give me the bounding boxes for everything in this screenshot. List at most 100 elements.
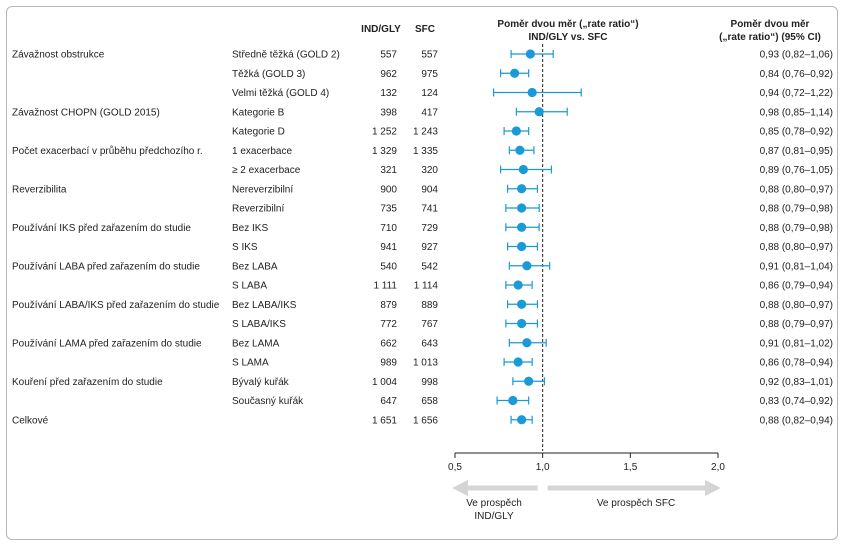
n-sfc: 729 (421, 223, 438, 234)
estimate-point (517, 203, 527, 213)
subgroup-label: Bez IKS (232, 223, 268, 234)
forest-row: Reverzibilní 735 741 0,88 (0,79–0,98) (232, 203, 833, 215)
arrow-left-label-2: IND/GLY (474, 511, 514, 522)
estimate-point (517, 318, 527, 329)
n-ind-gly: 1 651 (372, 415, 397, 426)
estimate-point (513, 280, 523, 290)
plot-title-line1: Poměr dvou měr („rate ratio“) (497, 19, 638, 30)
n-sfc: 998 (421, 377, 438, 388)
forest-row: Velmi těžká (GOLD 4) 132 124 0,94 (0,72–1,2… (232, 87, 833, 99)
n-ind-gly: 735 (380, 204, 397, 215)
subgroup-label: Bez LAMA (232, 338, 280, 349)
ratio-ci-text: 0,86 (0,79–0,94) (760, 281, 833, 292)
n-sfc: 1 114 (414, 281, 439, 292)
n-ind-gly: 540 (380, 261, 397, 272)
estimate-point (517, 241, 527, 252)
forest-row: ≥ 2 exacerbace 321 320 0,89 (0,76–1,05) (232, 164, 833, 176)
estimate-point (510, 68, 520, 78)
ratio-header-line2: („rate ratio“) (95% CI) (719, 32, 821, 43)
n-ind-gly: 989 (380, 358, 397, 369)
n-ind-gly: 557 (380, 50, 397, 61)
ratio-ci-text: 0,94 (0,72–1,22) (760, 88, 833, 99)
subgroup-label: Středně těžká (GOLD 2) (232, 50, 340, 61)
subgroup-label: 1 exacerbace (232, 146, 292, 157)
subgroup-label: ≥ 2 exacerbace (232, 165, 301, 176)
n-sfc: 975 (421, 69, 438, 80)
x-tick-label: 2,0 (711, 462, 725, 473)
n-ind-gly: 321 (380, 165, 397, 176)
subgroup-label: S LAMA (232, 358, 269, 369)
header-sfc: SFC (415, 24, 435, 35)
forest-row: Používání IKS před zařazením do studie Be… (12, 222, 833, 234)
group-label: Používání LAMA před zařazením do studie (12, 338, 202, 349)
subgroup-label: Bez LABA/IKS (232, 300, 297, 311)
estimate-point (517, 415, 527, 425)
estimate-point (517, 184, 527, 194)
group-label: Počet exacerbací v průběhu předchozího r… (12, 145, 203, 157)
n-ind-gly: 900 (380, 184, 397, 195)
forest-row: Těžká (GOLD 3) 962 975 0,84 (0,76–0,92) (232, 68, 833, 80)
n-sfc: 1 656 (413, 415, 438, 426)
header-ind-gly: IND/GLY (361, 24, 401, 35)
group-label: Používání IKS před zařazením do studie (12, 223, 191, 234)
ratio-ci-text: 0,83 (0,74–0,92) (760, 396, 833, 407)
ratio-ci-text: 0,88 (0,82–0,94) (760, 415, 833, 426)
group-label: Používání LABA/IKS před zařazením do stu… (12, 300, 220, 311)
direction-arrows: Ve prospěch IND/GLY Ve prospěch SFC (452, 480, 721, 522)
group-label: Reverzibilita (12, 184, 67, 195)
ratio-ci-text: 0,88 (0,79–0,97) (760, 319, 833, 330)
estimate-point (525, 49, 535, 59)
arrow-left (452, 480, 538, 496)
ratio-ci-text: 0,93 (0,82–1,06) (760, 50, 833, 61)
x-tick-label: 0,5 (448, 462, 462, 473)
subgroup-label: Bez LABA (232, 261, 278, 272)
ratio-ci-text: 0,89 (0,76–1,05) (760, 165, 833, 176)
x-axis: 0,5 1,0 1,5 2,0 (448, 452, 725, 473)
estimate-point (534, 107, 544, 117)
estimate-point (524, 376, 534, 386)
subgroup-label: Bývalý kuřák (232, 377, 290, 388)
n-sfc: 1 243 (413, 127, 438, 138)
forest-row: S IKS 941 927 0,88 (0,80–0,97) (232, 241, 833, 253)
arrow-right (547, 480, 721, 496)
estimate-point (522, 338, 532, 348)
n-ind-gly: 647 (380, 396, 397, 407)
estimate-point (527, 87, 537, 98)
group-label: Používání LABA před zařazením do studie (12, 261, 200, 272)
n-sfc: 658 (421, 396, 438, 407)
group-label: Závažnost CHOPN (GOLD 2015) (12, 107, 160, 118)
forest-row: S LABA/IKS 772 767 0,88 (0,79–0,97) (232, 318, 833, 330)
n-sfc: 643 (421, 338, 438, 349)
forest-row: Používání LABA/IKS před zařazením do stu… (12, 299, 833, 311)
forest-rows: Závažnost obstrukce Středně těžká (GOLD 2… (12, 44, 833, 451)
n-ind-gly: 132 (380, 88, 397, 99)
ratio-ci-text: 0,87 (0,81–0,95) (760, 146, 833, 157)
n-ind-gly: 879 (380, 300, 397, 311)
ratio-header-line1: Poměr dvou měr (731, 19, 810, 30)
forest-row: Současný kuřák 647 658 0,83 (0,74–0,92) (232, 395, 833, 407)
x-tick-label: 1,5 (623, 462, 637, 473)
ratio-ci-text: 0,88 (0,80–0,97) (760, 300, 833, 311)
ratio-ci-text: 0,88 (0,80–0,97) (760, 184, 833, 195)
n-sfc: 1 335 (413, 146, 438, 157)
n-ind-gly: 941 (380, 242, 397, 253)
forest-row: Kouření před zařazením do studie Bývalý k… (12, 376, 833, 388)
n-sfc: 927 (421, 242, 438, 253)
chart-frame (6, 6, 838, 540)
subgroup-label: Kategorie B (232, 107, 285, 118)
estimate-point (511, 126, 521, 136)
estimate-point (517, 299, 527, 309)
forest-row: Závažnost CHOPN (GOLD 2015) Kategorie B 39… (12, 107, 833, 118)
ratio-ci-text: 0,91 (0,81–1,02) (760, 338, 833, 349)
subgroup-label: Reverzibilní (232, 204, 284, 215)
x-tick-label: 1,0 (536, 462, 550, 473)
arrow-left-label-1: Ve prospěch (466, 498, 522, 509)
estimate-point (518, 164, 528, 175)
ratio-ci-text: 0,86 (0,78–0,94) (760, 358, 833, 369)
n-ind-gly: 772 (380, 319, 397, 330)
estimate-point (522, 261, 532, 271)
n-ind-gly: 1 252 (372, 127, 397, 138)
forest-row: S LABA 1 111 1 114 0,86 (0,79–0,94) (232, 280, 833, 292)
forest-row: Používání LAMA před zařazením do studie B… (12, 338, 833, 349)
